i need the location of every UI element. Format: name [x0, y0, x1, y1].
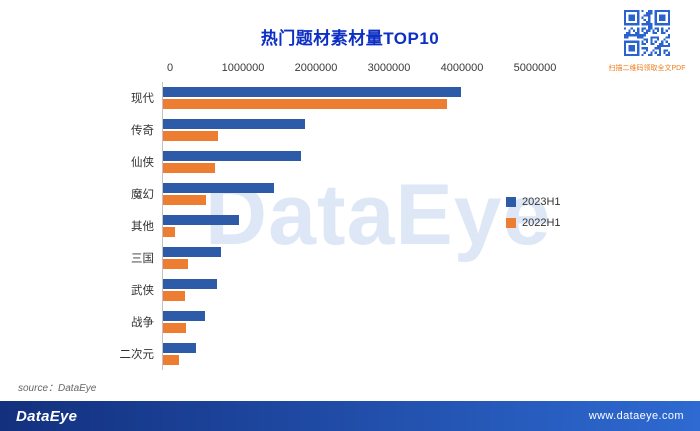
- bar-2022H1: [163, 355, 180, 365]
- category-label: 现代: [131, 93, 154, 105]
- bar-chart: 0 1000000 2000000 3000000 4000000 5000000 现代传…: [98, 62, 556, 370]
- footer-logo: DataEye: [16, 407, 78, 425]
- bar-2023H1: [163, 183, 275, 193]
- category-label: 二次元: [119, 349, 155, 361]
- legend-item: 2022H1: [506, 217, 561, 229]
- qr-code-icon: [624, 10, 670, 56]
- category-label: 传奇: [131, 125, 154, 137]
- footer-bar: DataEye www.dataeye.com: [0, 401, 700, 431]
- qr-block: 扫描二维码领取全文PDF: [606, 10, 688, 73]
- bar-rows: 现代传奇仙侠魔幻其他三国武侠战争二次元: [98, 82, 550, 370]
- bar-group: [162, 210, 527, 242]
- bar-2022H1: [163, 163, 216, 173]
- legend-label: 2022H1: [522, 217, 561, 229]
- bar-2023H1: [163, 343, 197, 353]
- bar-2023H1: [163, 279, 217, 289]
- x-axis-ticks: 0 1000000 2000000 3000000 4000000 5000000: [166, 62, 556, 82]
- category-label: 其他: [131, 221, 154, 233]
- bar-2023H1: [163, 215, 240, 225]
- source-note: source：DataEye: [18, 383, 97, 394]
- x-tick-label: 2000000: [294, 62, 338, 74]
- bar-2022H1: [163, 195, 206, 205]
- bar-row: 武侠: [98, 274, 550, 306]
- x-tick-label: 3000000: [367, 62, 411, 74]
- bar-2022H1: [163, 227, 175, 237]
- bar-row: 魔幻: [98, 178, 550, 210]
- qr-caption: 扫描二维码领取全文PDF: [608, 65, 686, 72]
- bar-group: [162, 274, 527, 306]
- bar-group: [162, 338, 527, 370]
- x-tick-label: 5000000: [513, 62, 557, 74]
- category-label: 魔幻: [131, 189, 154, 201]
- legend-swatch: [506, 197, 516, 207]
- bar-2023H1: [163, 247, 221, 257]
- bar-row: 三国: [98, 242, 550, 274]
- x-tick-label: 0: [166, 62, 174, 74]
- bar-row: 二次元: [98, 338, 550, 370]
- bar-2022H1: [163, 291, 185, 301]
- legend: 2023H1 2022H1: [506, 196, 561, 229]
- category-label: 武侠: [131, 285, 154, 297]
- x-tick-label: 4000000: [440, 62, 484, 74]
- bar-2022H1: [163, 323, 186, 333]
- x-tick-label: 1000000: [221, 62, 265, 74]
- bar-group: [162, 82, 527, 114]
- bar-row: 传奇: [98, 114, 550, 146]
- bar-row: 仙侠: [98, 146, 550, 178]
- legend-label: 2023H1: [522, 196, 561, 208]
- bar-2023H1: [163, 87, 462, 97]
- bar-group: [162, 306, 527, 338]
- bar-2023H1: [163, 151, 302, 161]
- bar-2022H1: [163, 259, 189, 269]
- legend-item: 2023H1: [506, 196, 561, 208]
- bar-2023H1: [163, 119, 305, 129]
- bar-group: [162, 146, 527, 178]
- bar-2023H1: [163, 311, 205, 321]
- category-label: 三国: [131, 253, 154, 265]
- bar-row: 现代: [98, 82, 550, 114]
- category-label: 战争: [131, 317, 154, 329]
- bar-2022H1: [163, 99, 447, 109]
- bar-row: 战争: [98, 306, 550, 338]
- legend-swatch: [506, 218, 516, 228]
- bar-group: [162, 178, 527, 210]
- page-title: 热门题材素材量TOP10: [260, 29, 440, 48]
- bar-group: [162, 114, 527, 146]
- bar-2022H1: [163, 131, 218, 141]
- bar-group: [162, 242, 527, 274]
- footer-url[interactable]: www.dataeye.com: [588, 410, 684, 422]
- category-label: 仙侠: [131, 157, 154, 169]
- bar-row: 其他: [98, 210, 550, 242]
